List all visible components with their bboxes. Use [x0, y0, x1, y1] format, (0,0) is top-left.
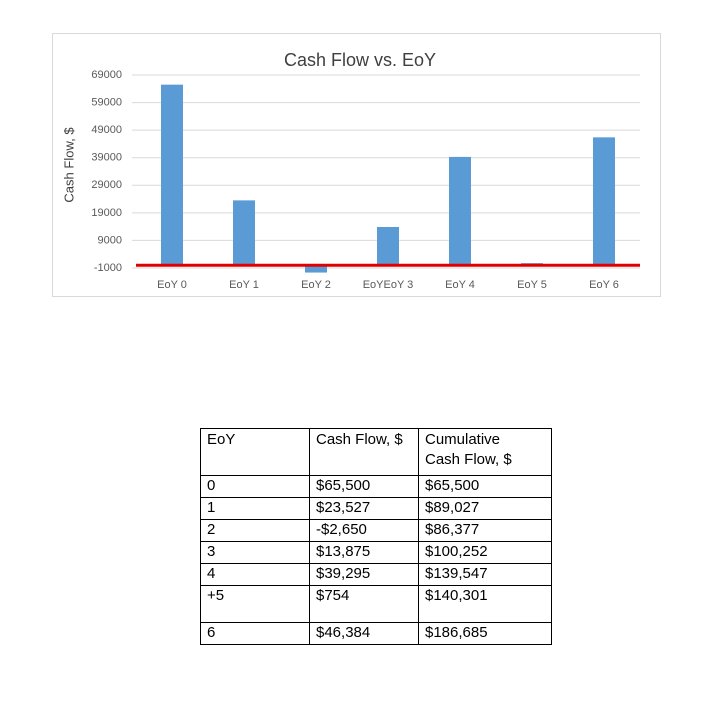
table-row: +5 $754 $140,301	[200, 585, 552, 623]
table-cell: 6	[200, 622, 310, 645]
cell-text: Cash Flow, $	[316, 431, 403, 448]
cell-text: $86,377	[425, 521, 480, 538]
table-row: 0 $65,500 $65,500	[200, 475, 552, 498]
cell-text: $140,301	[425, 587, 488, 604]
table-row: 2 -$2,650 $86,377	[200, 519, 552, 542]
bar	[593, 137, 615, 266]
y-tick-label: 39000	[91, 152, 122, 164]
cell-text: $186,685	[425, 624, 488, 641]
table-cell: Cumulative Cash Flow, $	[418, 428, 552, 476]
chart-frame	[52, 33, 661, 297]
y-tick-label: 49000	[91, 124, 122, 136]
table-cell: $186,685	[418, 622, 552, 645]
table-cell: -$2,650	[309, 519, 419, 542]
y-tick-label: 19000	[91, 207, 122, 219]
table-cell: 2	[200, 519, 310, 542]
table-cell: $86,377	[418, 519, 552, 542]
cell-text: $139,547	[425, 565, 488, 582]
cell-text: $65,500	[316, 477, 371, 494]
x-tick-label: EoY 5	[517, 279, 547, 291]
cell-text: -$2,650	[316, 521, 367, 538]
table-row: EoY Cash Flow, $ Cumulative Cash Flow, $	[200, 428, 552, 476]
table-cell: 3	[200, 541, 310, 564]
cell-text: $23,527	[316, 499, 371, 516]
y-tick-label: -1000	[94, 262, 122, 274]
bar	[233, 200, 255, 266]
table-cell: 0	[200, 475, 310, 498]
y-tick-label: 29000	[91, 179, 122, 191]
cell-text: 0	[207, 477, 216, 494]
table-cell: $13,875	[309, 541, 419, 564]
y-tick-label: 59000	[91, 96, 122, 108]
table-row: 3 $13,875 $100,252	[200, 541, 552, 564]
cell-text: Cumulative Cash Flow, $	[425, 431, 512, 468]
cell-text: $46,384	[316, 624, 371, 641]
x-tick-label: EoY 1	[229, 279, 259, 291]
cell-text: +5	[207, 587, 225, 604]
table-cell: $754	[309, 585, 419, 623]
table-cell: 4	[200, 563, 310, 586]
table-cell: $140,301	[418, 585, 552, 623]
table-cell: $89,027	[418, 497, 552, 520]
chart-title: Cash Flow vs. EoY	[284, 50, 436, 70]
cell-text: $100,252	[425, 543, 488, 560]
cell-text: 1	[207, 499, 216, 516]
table-cell: EoY	[200, 428, 310, 476]
table-cell: $23,527	[309, 497, 419, 520]
table-cell: $139,547	[418, 563, 552, 586]
cell-text: $89,027	[425, 499, 480, 516]
table-row: 1 $23,527 $89,027	[200, 497, 552, 520]
x-tick-label: EoY 0	[157, 279, 187, 291]
cell-text: 2	[207, 521, 216, 538]
table-cell: Cash Flow, $	[309, 428, 419, 476]
table-cell: 1	[200, 497, 310, 520]
cell-text: EoY	[207, 431, 236, 448]
cell-text: 3	[207, 543, 216, 560]
table-cell: $100,252	[418, 541, 552, 564]
bar	[449, 156, 471, 266]
y-tick-label: 69000	[91, 69, 122, 81]
cash-flow-table: EoY Cash Flow, $ Cumulative Cash Flow, $ 0 $…	[200, 428, 552, 645]
x-tick-label: EoY 2	[301, 279, 331, 291]
cell-text: $13,875	[316, 543, 371, 560]
bar	[305, 265, 327, 273]
y-tick-label: 9000	[98, 234, 122, 246]
x-tick-label: EoYEoY 3	[363, 279, 414, 291]
cell-text: 6	[207, 624, 216, 641]
cell-text: $39,295	[316, 565, 371, 582]
table-row: 4 $39,295 $139,547	[200, 563, 552, 586]
cell-text: 4	[207, 565, 216, 582]
table-cell: $46,384	[309, 622, 419, 645]
table-cell: $65,500	[418, 475, 552, 498]
table-cell: +5	[200, 585, 310, 623]
table-row: 6 $46,384 $186,685	[200, 622, 552, 645]
bar	[161, 84, 183, 266]
table-cell: $39,295	[309, 563, 419, 586]
cell-text: $65,500	[425, 477, 480, 494]
y-axis-title: Cash Flow, $	[61, 127, 76, 203]
table-cell: $65,500	[309, 475, 419, 498]
x-tick-label: EoY 4	[445, 279, 475, 291]
cell-text: $754	[316, 587, 350, 604]
bar	[377, 226, 399, 266]
x-tick-label: EoY 6	[589, 279, 619, 291]
